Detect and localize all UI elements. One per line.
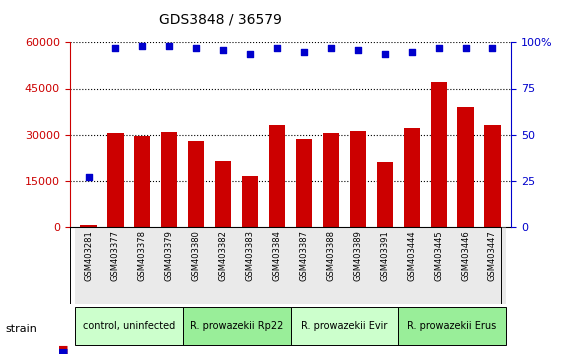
Point <box>327 45 336 51</box>
Text: GDS3848 / 36579: GDS3848 / 36579 <box>159 12 282 27</box>
Text: GSM403445: GSM403445 <box>434 230 443 281</box>
Bar <box>376 162 393 227</box>
Point <box>164 43 174 49</box>
Bar <box>404 129 419 227</box>
Bar <box>215 161 231 227</box>
Bar <box>323 133 339 227</box>
Point <box>461 45 470 51</box>
Bar <box>345 227 371 304</box>
Bar <box>81 225 96 227</box>
FancyBboxPatch shape <box>290 307 398 345</box>
Bar <box>107 133 124 227</box>
Text: GSM403379: GSM403379 <box>165 230 174 281</box>
Point <box>245 51 254 56</box>
Point <box>138 43 147 49</box>
Bar <box>134 136 150 227</box>
Bar <box>317 227 345 304</box>
Point <box>218 47 228 53</box>
Bar <box>296 139 312 227</box>
Text: R. prowazekii Evir: R. prowazekii Evir <box>301 321 388 331</box>
Bar <box>425 227 452 304</box>
Text: GSM403387: GSM403387 <box>299 230 309 281</box>
Point <box>84 174 93 180</box>
Point <box>407 49 417 55</box>
Text: GSM403391: GSM403391 <box>380 230 389 281</box>
Text: GSM403383: GSM403383 <box>246 230 254 281</box>
Text: GSM403382: GSM403382 <box>218 230 228 281</box>
Text: control, uninfected: control, uninfected <box>83 321 175 331</box>
Bar <box>264 227 290 304</box>
Text: GSM403377: GSM403377 <box>111 230 120 281</box>
Text: ■: ■ <box>58 344 69 354</box>
Text: GSM403446: GSM403446 <box>461 230 470 281</box>
Text: R. prowazekii Erus: R. prowazekii Erus <box>407 321 497 331</box>
Bar <box>102 227 129 304</box>
Point <box>272 45 282 51</box>
Text: GSM403447: GSM403447 <box>488 230 497 281</box>
Text: R. prowazekii Rp22: R. prowazekii Rp22 <box>190 321 284 331</box>
Text: GSM403281: GSM403281 <box>84 230 93 281</box>
Text: ■: ■ <box>58 348 69 354</box>
Point <box>353 47 363 53</box>
Bar <box>479 227 506 304</box>
Text: GSM403389: GSM403389 <box>353 230 363 281</box>
Point <box>111 45 120 51</box>
Bar <box>269 125 285 227</box>
Text: GSM403378: GSM403378 <box>138 230 147 281</box>
Text: GSM403388: GSM403388 <box>327 230 335 281</box>
Point <box>299 49 309 55</box>
Bar <box>242 176 258 227</box>
Bar <box>236 227 264 304</box>
FancyBboxPatch shape <box>183 307 290 345</box>
Bar <box>485 125 500 227</box>
Bar <box>210 227 236 304</box>
FancyBboxPatch shape <box>75 307 183 345</box>
Bar <box>398 227 425 304</box>
Bar <box>162 132 177 227</box>
Bar <box>188 141 205 227</box>
Point <box>380 51 389 56</box>
Bar <box>290 227 317 304</box>
Bar <box>431 82 447 227</box>
Text: GSM403384: GSM403384 <box>272 230 282 281</box>
FancyBboxPatch shape <box>398 307 506 345</box>
Text: strain: strain <box>6 324 38 334</box>
Bar <box>75 227 102 304</box>
Bar <box>156 227 183 304</box>
Point <box>488 45 497 51</box>
Text: GSM403380: GSM403380 <box>192 230 201 281</box>
Bar <box>457 107 474 227</box>
Bar <box>452 227 479 304</box>
Bar <box>129 227 156 304</box>
Bar <box>350 131 366 227</box>
Text: GSM403444: GSM403444 <box>407 230 416 281</box>
Bar <box>183 227 210 304</box>
Point <box>434 45 443 51</box>
Point <box>192 45 201 51</box>
Bar <box>371 227 398 304</box>
